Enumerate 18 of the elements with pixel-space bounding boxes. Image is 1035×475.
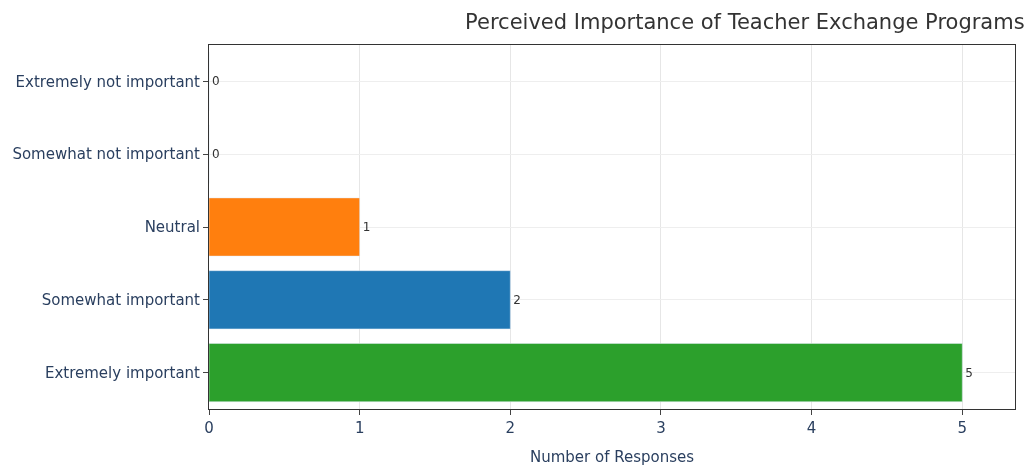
y-tick-label: Extremely not important bbox=[15, 72, 201, 91]
data-label: 0 bbox=[212, 147, 220, 162]
x-axis-title: Number of Responses bbox=[529, 448, 695, 466]
y-tick-label: Somewhat not important bbox=[12, 145, 201, 164]
data-label: 2 bbox=[513, 292, 521, 307]
x-tick-label: 4 bbox=[806, 419, 817, 437]
y-tick-label: Neutral bbox=[144, 218, 200, 237]
data-label: 5 bbox=[965, 365, 973, 380]
x-tick-label: 1 bbox=[354, 419, 365, 437]
chart-title: Perceived Importance of Teacher Exchange Programs bbox=[465, 9, 1025, 34]
data-label: 1 bbox=[362, 220, 371, 234]
x-tick-label: 3 bbox=[656, 419, 666, 437]
x-tick-label: 2 bbox=[505, 419, 516, 437]
x-tick-label: 5 bbox=[957, 419, 968, 437]
x-tick-label: 0 bbox=[204, 419, 214, 437]
y-tick-label: Extremely important bbox=[44, 363, 201, 382]
y-tick-label: Somewhat important bbox=[41, 291, 201, 310]
data-label: 0 bbox=[212, 74, 220, 89]
